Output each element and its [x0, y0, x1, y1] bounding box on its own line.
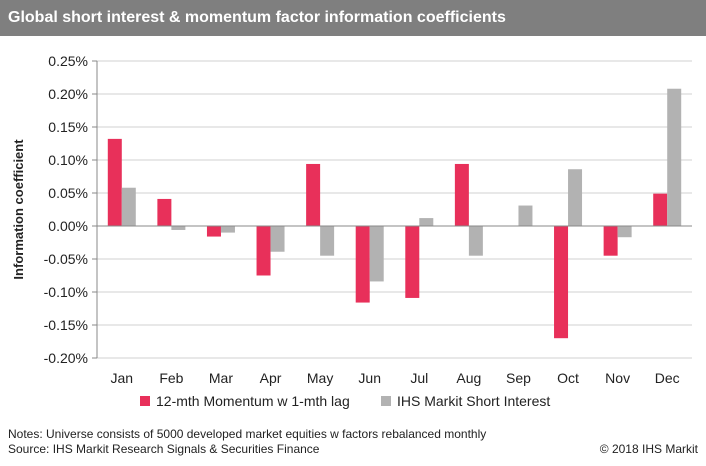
x-tick-label: Dec [655, 370, 680, 386]
bar-short-interest-may [320, 226, 335, 256]
y-tick-label: 0.20% [48, 86, 88, 102]
bars [107, 88, 682, 339]
notes-text: Notes: Universe consists of 5000 develop… [8, 427, 487, 441]
bar-momentum-apr [256, 226, 271, 276]
bar-momentum-feb [157, 198, 172, 226]
legend-label: 12-mth Momentum w 1-mth lag [156, 393, 350, 409]
bar-short-interest-nov [617, 226, 632, 238]
bar-short-interest-mar [220, 226, 235, 233]
bar-short-interest-feb [171, 226, 186, 230]
chart-area: 0.25% 0.20% 0.15% 0.10% 0.05% 0.00% -0.05% -0.1… [11, 53, 692, 409]
legend-label: IHS Markit Short Interest [397, 393, 550, 409]
bar-momentum-mar [206, 226, 221, 237]
y-tick-label: 0.00% [48, 218, 88, 234]
bar-short-interest-aug [468, 226, 483, 256]
y-tick-label: 0.15% [48, 119, 88, 135]
bar-momentum-jun [355, 226, 370, 303]
x-tick-label: Oct [557, 370, 579, 386]
legend-swatch [381, 396, 391, 406]
gridlines [97, 60, 692, 359]
x-tick-label: Jan [111, 370, 134, 386]
y-axis-label: Information coefficient [11, 139, 26, 280]
y-tick-label: 0.10% [48, 152, 88, 168]
axes [96, 61, 692, 358]
bar-short-interest-sep [518, 205, 533, 226]
x-tick-label: Jul [410, 370, 428, 386]
bar-momentum-jul [405, 226, 420, 298]
x-tick-label: Jun [358, 370, 381, 386]
bar-momentum-nov [603, 226, 618, 256]
copyright-text: © 2018 IHS Markit [599, 442, 698, 456]
chart-title: Global short interest & momentum factor … [0, 0, 706, 36]
y-tick-label: 0.25% [48, 53, 88, 69]
bar-short-interest-jan [121, 187, 136, 226]
y-tick-label: -0.05% [44, 251, 88, 267]
bar-momentum-dec [653, 193, 668, 226]
bar-short-interest-oct [568, 169, 583, 226]
bar-momentum-oct [554, 226, 569, 339]
y-tick-label: -0.10% [44, 284, 88, 300]
x-tick-label: Apr [260, 370, 282, 386]
bar-momentum-jan [107, 138, 122, 226]
bar-momentum-aug [454, 163, 469, 226]
y-tick-label: -0.15% [44, 317, 88, 333]
bar-short-interest-apr [270, 226, 285, 252]
footer: Notes: Universe consists of 5000 develop… [8, 427, 698, 457]
x-tick-label: Feb [159, 370, 183, 386]
legend-swatch [140, 396, 150, 406]
y-tick-label: -0.20% [44, 350, 88, 366]
bar-momentum-may [306, 163, 321, 226]
x-tick-label: Aug [456, 370, 481, 386]
y-tick-label: 0.05% [48, 185, 88, 201]
bar-short-interest-jun [369, 226, 384, 282]
bar-short-interest-dec [667, 88, 682, 226]
bar-short-interest-jul [419, 218, 434, 226]
source-text: Source: IHS Markit Research Signals & Se… [8, 442, 320, 456]
y-axis-ticks: 0.25% 0.20% 0.15% 0.10% 0.05% 0.00% -0.05% -0.1… [44, 53, 97, 366]
legend: 12-mth Momentum w 1-mth lag IHS Markit Sh… [140, 393, 550, 409]
x-tick-label: Mar [209, 370, 233, 386]
x-tick-label: Nov [605, 370, 630, 386]
x-tick-label: Sep [506, 370, 531, 386]
x-tick-label: May [307, 370, 333, 386]
x-axis-ticks: Jan Feb Mar Apr May Jun Jul Aug Sep Oct Nov Dec [111, 370, 680, 386]
